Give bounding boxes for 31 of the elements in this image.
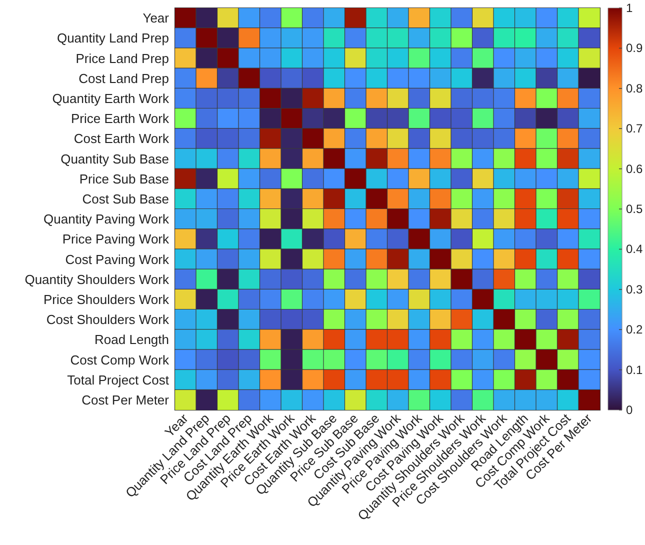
color-bar-label: 0.6	[626, 162, 644, 176]
y-tick-label: Price Paving Work	[62, 232, 170, 247]
color-bar-label: 0.1	[626, 362, 644, 377]
color-bar-label: 0.3	[626, 282, 644, 296]
y-tick-label: Cost Earth Work	[74, 131, 170, 146]
y-tick-label: Price Sub Base	[79, 171, 169, 186]
y-tick-label: Road Length	[94, 332, 169, 348]
color-bar-label: 0.9	[626, 41, 644, 56]
y-tick-label: Quantity Shoulders Work	[24, 272, 170, 287]
y-tick-label: Cost Comp Work	[70, 352, 170, 368]
y-tick-label: Cost Shoulders Work	[46, 312, 170, 328]
color-bar-label: 0	[626, 403, 633, 417]
y-tick-label: Price Shoulders Work	[44, 292, 170, 307]
y-tick-label: Quantity Land Prep	[56, 30, 169, 46]
y-tick-label: Cost Land Prep	[78, 70, 169, 86]
y-tick-label: Price Earth Work	[70, 111, 170, 126]
y-tick-label: Quantity Paving Work	[44, 212, 170, 227]
y-tick-label: Cost Paving Work	[65, 252, 170, 267]
color-bar-label: 0.5	[626, 202, 644, 216]
y-tick-label: Cost Per Meter	[82, 392, 170, 408]
color-bar-label: 0.7	[626, 122, 644, 136]
color-bar-label: 1	[626, 1, 633, 15]
y-tick-label: Price Land Prep	[76, 50, 169, 66]
y-tick-label: Quantity Sub Base	[60, 151, 169, 166]
y-tick-label: Year	[142, 10, 170, 26]
color-bar-label: 0.8	[626, 81, 644, 96]
color-bar-label: 0.4	[626, 242, 644, 256]
y-tick-label: Cost Sub Base	[82, 191, 169, 206]
color-bar-label: 0.2	[626, 322, 644, 337]
y-tick-label: Quantity Earth Work	[52, 90, 170, 106]
y-tick-label: Total Project Cost	[67, 372, 170, 388]
